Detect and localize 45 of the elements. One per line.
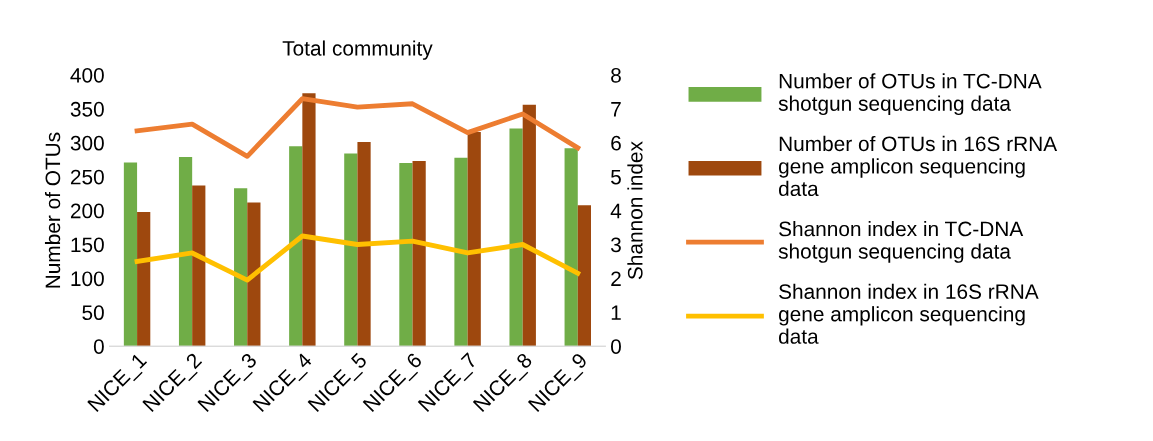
legend-label: Shannon index in TC-DNA shotgun sequencing data bbox=[778, 220, 1024, 263]
y-axis-title: Number of OTUs bbox=[44, 132, 61, 288]
bar bbox=[399, 163, 413, 347]
y2-tick-label: 1 bbox=[611, 305, 621, 320]
bar bbox=[247, 202, 261, 347]
bar bbox=[192, 185, 206, 347]
y-tick-label: 150 bbox=[71, 237, 104, 253]
y2-tick-label: 7 bbox=[611, 102, 621, 117]
line-series bbox=[134, 233, 581, 283]
y2-tick-label: 8 bbox=[611, 67, 621, 83]
y2-tick-label: 5 bbox=[611, 169, 621, 185]
chart-title: Total community bbox=[282, 40, 433, 60]
bar bbox=[564, 148, 578, 347]
legend-label: Number of OTUs in 16S rRNA gene amplicon sequencing data bbox=[778, 135, 1058, 197]
y-tick-label: 200 bbox=[70, 203, 104, 219]
bar bbox=[178, 157, 193, 347]
y-tick-label: 350 bbox=[70, 101, 104, 117]
bar bbox=[123, 162, 138, 347]
y-tick-label: 50 bbox=[82, 305, 104, 321]
bar bbox=[302, 93, 316, 347]
bar bbox=[344, 153, 358, 347]
bar bbox=[234, 188, 248, 347]
bar bbox=[412, 161, 426, 347]
legend-label: Shannon index in 16S rRNA gene amplicon sequencing data bbox=[778, 283, 1039, 344]
y2-tick-label: 3 bbox=[610, 237, 621, 253]
line-series bbox=[134, 96, 581, 159]
y2-axis-title: Shannon index bbox=[627, 141, 643, 280]
bar bbox=[137, 211, 151, 347]
y2-tick-label: 4 bbox=[610, 203, 622, 219]
legend-label: Number of OTUs in TC-DNA shotgun sequencing data bbox=[778, 73, 1042, 116]
bar bbox=[357, 142, 371, 347]
y-tick-label: 300 bbox=[70, 135, 104, 151]
y2-tick-label: 2 bbox=[611, 271, 621, 286]
bar bbox=[467, 131, 481, 347]
y-tick-label: 0 bbox=[93, 339, 104, 354]
y-tick-label: 400 bbox=[70, 67, 104, 83]
bar bbox=[289, 146, 303, 347]
y-tick-label: 250 bbox=[70, 169, 104, 185]
y2-tick-label: 0 bbox=[611, 339, 621, 354]
y2-tick-label: 6 bbox=[611, 135, 621, 151]
bar bbox=[509, 128, 523, 347]
bar bbox=[522, 104, 536, 347]
bar bbox=[454, 157, 468, 347]
bar bbox=[577, 205, 591, 347]
y-tick-label: 100 bbox=[71, 271, 104, 287]
